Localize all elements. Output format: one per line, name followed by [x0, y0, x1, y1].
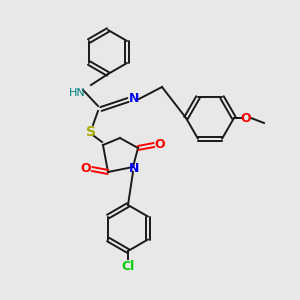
Text: O: O: [241, 112, 251, 124]
Text: N: N: [129, 161, 139, 175]
Text: S: S: [86, 125, 96, 139]
Text: N: N: [129, 92, 139, 106]
Text: O: O: [155, 139, 165, 152]
Text: O: O: [81, 163, 91, 176]
Text: HN: HN: [69, 88, 86, 98]
Text: Cl: Cl: [122, 260, 135, 274]
